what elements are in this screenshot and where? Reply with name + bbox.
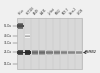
Bar [54,51,60,52]
Bar [26,37,30,38]
Text: 25-Da: 25-Da [4,51,12,54]
Bar [54,52,60,53]
Bar [61,52,67,53]
Bar [46,52,53,53]
Bar [32,54,38,55]
Bar [68,51,74,52]
Bar [18,28,23,29]
Bar [18,50,23,51]
Bar [69,54,74,55]
Bar [61,53,67,54]
Bar [68,52,75,53]
Text: HeLa: HeLa [18,8,26,16]
Text: K562: K562 [55,9,62,16]
Text: Jurkat: Jurkat [47,8,56,16]
Text: A-431: A-431 [40,8,48,16]
Bar [17,25,24,26]
Bar [54,54,60,55]
Bar [39,50,45,51]
Bar [17,53,23,54]
Bar [46,51,53,52]
Bar [47,50,52,51]
Bar [17,26,24,27]
Bar [47,54,52,55]
Text: MCF-7: MCF-7 [62,8,70,16]
Bar [39,54,45,55]
Bar [39,52,45,53]
Bar [32,50,38,51]
Bar [17,18,82,69]
Text: PSMB2: PSMB2 [85,51,97,54]
Bar [24,52,31,53]
Bar [25,53,31,54]
Bar [68,53,74,54]
Bar [46,53,53,54]
Bar [26,34,30,35]
Bar [61,50,67,51]
Bar [17,27,23,28]
Bar [76,54,82,55]
Bar [25,50,30,51]
Bar [76,50,82,51]
Bar [76,51,82,52]
Bar [76,52,82,53]
Text: U2OS: U2OS [76,8,84,16]
Bar [61,51,67,52]
Bar [32,51,38,52]
Bar [32,53,38,54]
Text: 40-Da: 40-Da [4,34,12,38]
Bar [39,51,45,52]
Bar [25,36,30,37]
Bar [17,51,23,52]
Bar [25,54,30,55]
Text: Caco-2: Caco-2 [69,7,78,16]
Bar [25,35,30,36]
Text: 15-Da: 15-Da [4,62,12,66]
Bar [32,52,38,53]
Bar [17,52,24,53]
Text: 55-Da: 55-Da [4,24,12,28]
Bar [76,53,82,54]
Bar [39,53,45,54]
Text: A549: A549 [33,9,40,16]
Bar [54,53,60,54]
Text: HCT116: HCT116 [25,6,35,16]
Bar [54,50,60,51]
Bar [18,54,23,55]
Text: 35-Da: 35-Da [4,41,12,45]
Bar [25,51,31,52]
Bar [61,54,67,55]
Bar [17,24,23,25]
Bar [18,23,23,24]
Bar [69,50,74,51]
